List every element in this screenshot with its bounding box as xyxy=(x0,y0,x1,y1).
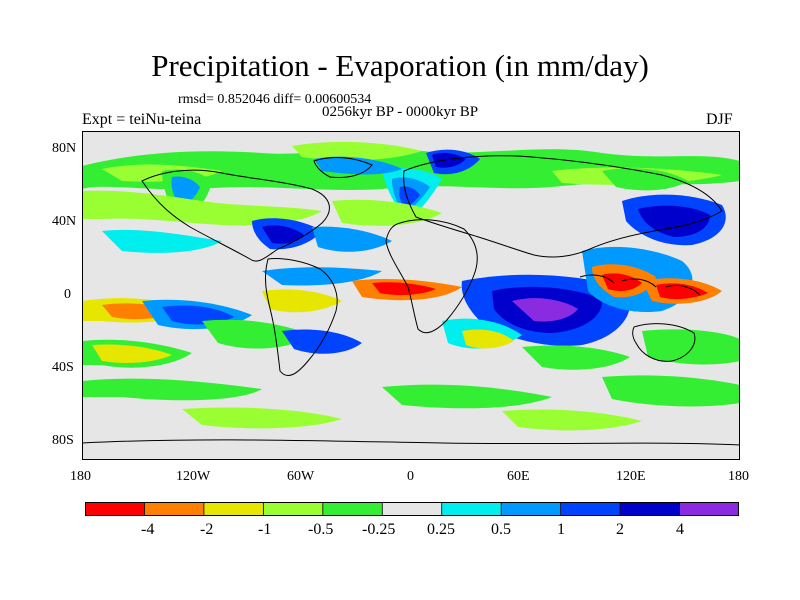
lon-tick-180w: 180 xyxy=(70,469,91,484)
lat-tick-40n: 40N xyxy=(52,214,77,229)
colorbar-label: 0.25 xyxy=(427,521,455,538)
colorbar-bin xyxy=(381,502,443,516)
colorbar-label: -2 xyxy=(200,521,214,538)
lon-tick-60w: 60W xyxy=(287,469,315,484)
plot-title: Precipitation - Evaporation (in mm/day) xyxy=(151,48,649,83)
colorbar-label: 2 xyxy=(616,521,624,538)
lon-tick-60e: 60E xyxy=(507,469,530,484)
colorbar-bin xyxy=(679,502,739,516)
colorbar-label: 0.5 xyxy=(491,521,511,538)
experiment-label: Expt = teiNu-teina xyxy=(82,111,202,128)
rmsd-diff-stats: rmsd= 0.852046 diff= 0.00600534 xyxy=(178,92,372,107)
colorbar-label: -4 xyxy=(141,521,155,538)
colorbar-bin xyxy=(262,502,324,516)
lon-tick-0: 0 xyxy=(407,469,414,484)
lon-tick-120e: 120E xyxy=(616,469,646,484)
colorbar-bin xyxy=(619,502,681,516)
colorbar-bins xyxy=(85,502,739,516)
colorbar-label: 4 xyxy=(676,521,684,538)
colorbar-bin xyxy=(441,502,503,516)
lat-tick-equator: 0 xyxy=(64,287,71,302)
lat-tick-80s: 80S xyxy=(52,433,74,448)
anomaly-fields xyxy=(82,141,740,431)
pe-anomaly-map xyxy=(82,131,740,460)
lat-tick-40s: 40S xyxy=(52,360,74,375)
colorbar-bin xyxy=(500,502,562,516)
colorbar-label: -0.25 xyxy=(362,521,396,538)
map-frame xyxy=(82,131,740,460)
colorbar-frame xyxy=(85,502,739,516)
colorbar-bin xyxy=(144,502,205,516)
colorbar-bin xyxy=(560,502,621,516)
colorbar-label: 1 xyxy=(557,521,565,538)
colorbar-label: -0.5 xyxy=(308,521,334,538)
colorbar-bin xyxy=(85,502,146,516)
lat-tick-80n: 80N xyxy=(52,141,77,156)
colorbar xyxy=(85,502,739,516)
time-period-label: 0256kyr BP - 0000kyr BP xyxy=(322,104,479,120)
lon-tick-120w: 120W xyxy=(176,469,211,484)
season-label: DJF xyxy=(706,111,733,128)
coastlines xyxy=(82,155,740,446)
lon-tick-180e: 180 xyxy=(728,469,749,484)
colorbar-bin xyxy=(322,502,384,516)
colorbar-bin xyxy=(203,502,265,516)
colorbar-label: -1 xyxy=(258,521,272,538)
